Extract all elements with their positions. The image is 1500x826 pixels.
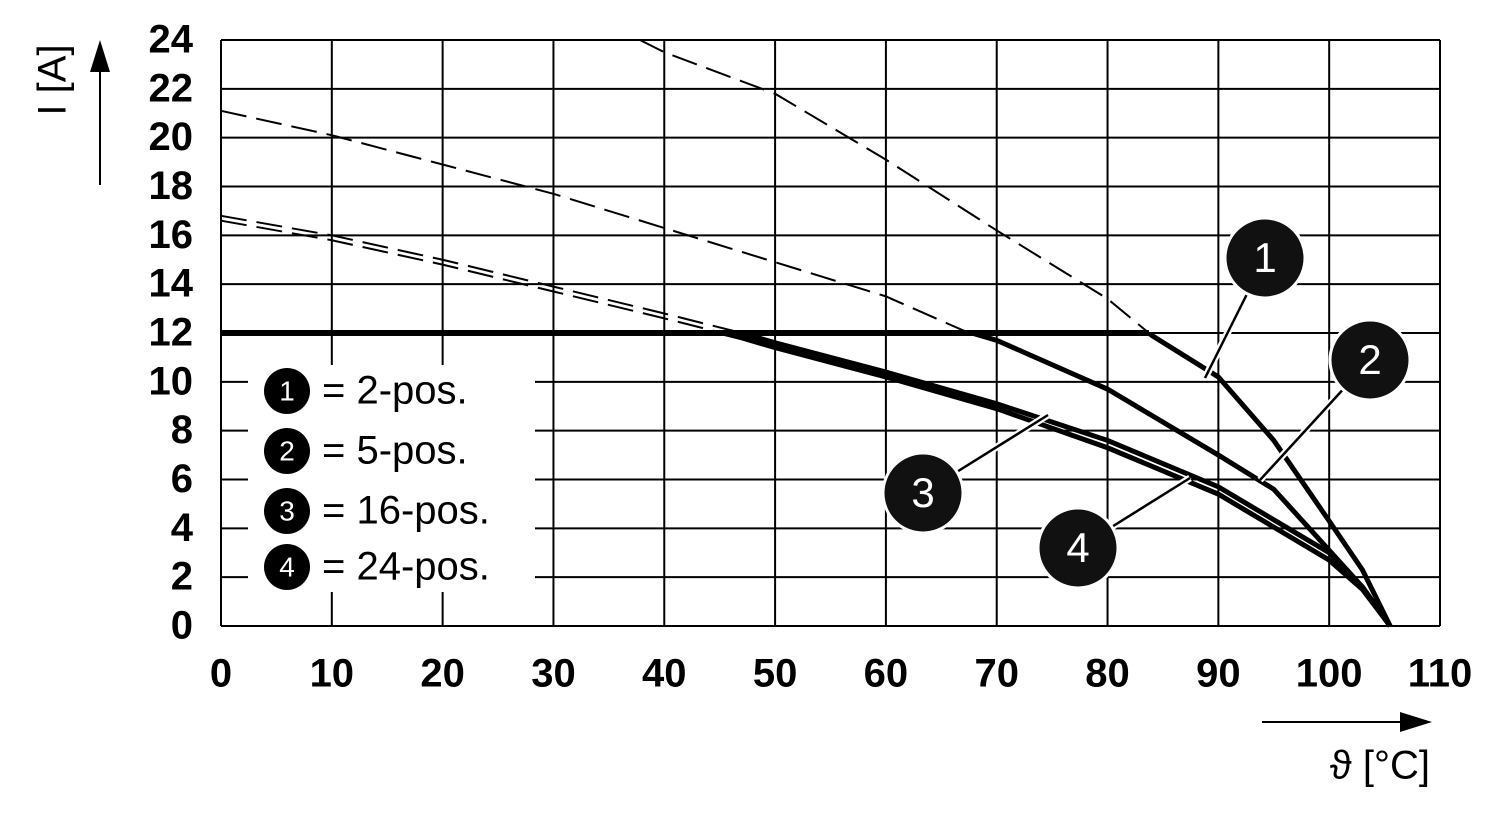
callout-badge xyxy=(881,451,965,535)
y-tick-label: 4 xyxy=(171,506,194,550)
curve-solid xyxy=(1144,333,1393,628)
y-tick-label: 18 xyxy=(149,164,194,208)
legend-badge-number: 2 xyxy=(279,435,295,466)
legend-badge xyxy=(264,544,310,590)
x-tick-label: 80 xyxy=(1085,652,1130,696)
x-tick-label: 100 xyxy=(1296,652,1363,696)
legend: 1 = 2-pos. 2 = 5-pos. 3 = 16-pos. 4 = 24-pos. xyxy=(264,368,490,590)
legend-badge xyxy=(264,488,310,534)
legend-badge xyxy=(264,428,310,474)
y-tick-label: 16 xyxy=(149,213,194,257)
curve-dashed xyxy=(639,39,1151,333)
x-tick-label: 40 xyxy=(642,652,687,696)
x-tick-label: 50 xyxy=(753,652,798,696)
y-tick-label: 24 xyxy=(149,18,194,62)
callout-number: 3 xyxy=(911,469,934,516)
y-tick-label: 14 xyxy=(149,262,194,306)
x-tick-label: 90 xyxy=(1196,652,1241,696)
x-tick-label: 110 xyxy=(1408,652,1473,696)
x-axis-label: ϑ [°C] xyxy=(1330,744,1430,788)
y-tick-label: 12 xyxy=(149,311,194,355)
callout-number: 4 xyxy=(1066,524,1089,571)
x-tick-label: 10 xyxy=(310,652,355,696)
legend-badge-number: 1 xyxy=(279,375,295,406)
x-tick-label: 30 xyxy=(531,652,576,696)
curve-solid xyxy=(712,333,1393,628)
y-tick-label: 0 xyxy=(171,604,193,648)
y-axis-arrowhead xyxy=(90,40,110,72)
y-tick-label: 6 xyxy=(171,457,193,501)
curves xyxy=(220,39,1393,628)
callout-badge xyxy=(1223,216,1307,300)
x-axis-arrowhead xyxy=(1400,712,1432,732)
y-tick-label: 20 xyxy=(149,115,194,159)
legend-label: = 2-pos. xyxy=(322,369,468,413)
callout-badge xyxy=(1036,506,1120,590)
legend-badge-number: 3 xyxy=(279,495,295,526)
legend-badge xyxy=(264,368,310,414)
curve-solid xyxy=(962,333,1393,628)
x-tick-label: 60 xyxy=(864,652,909,696)
callout-number: 1 xyxy=(1253,234,1276,281)
legend-label: = 24-pos. xyxy=(322,545,490,589)
curve-solid xyxy=(731,333,1393,628)
callout-number: 2 xyxy=(1358,336,1381,383)
y-tick-label: 22 xyxy=(149,66,194,110)
y-tick-label: 2 xyxy=(171,555,193,599)
x-tick-label: 70 xyxy=(974,652,1019,696)
legend-label: = 5-pos. xyxy=(322,429,468,473)
legend-badge-number: 4 xyxy=(279,551,295,582)
y-tick-label: 10 xyxy=(149,359,194,403)
callouts: 1 2 3 4 xyxy=(881,216,1412,590)
y-axis-label: I [A] xyxy=(31,44,75,115)
x-tick-label: 0 xyxy=(210,652,232,696)
callout-badge xyxy=(1328,318,1412,402)
y-tick-label: 8 xyxy=(171,408,193,452)
legend-label: = 16-pos. xyxy=(322,489,490,533)
x-tick-label: 20 xyxy=(420,652,465,696)
